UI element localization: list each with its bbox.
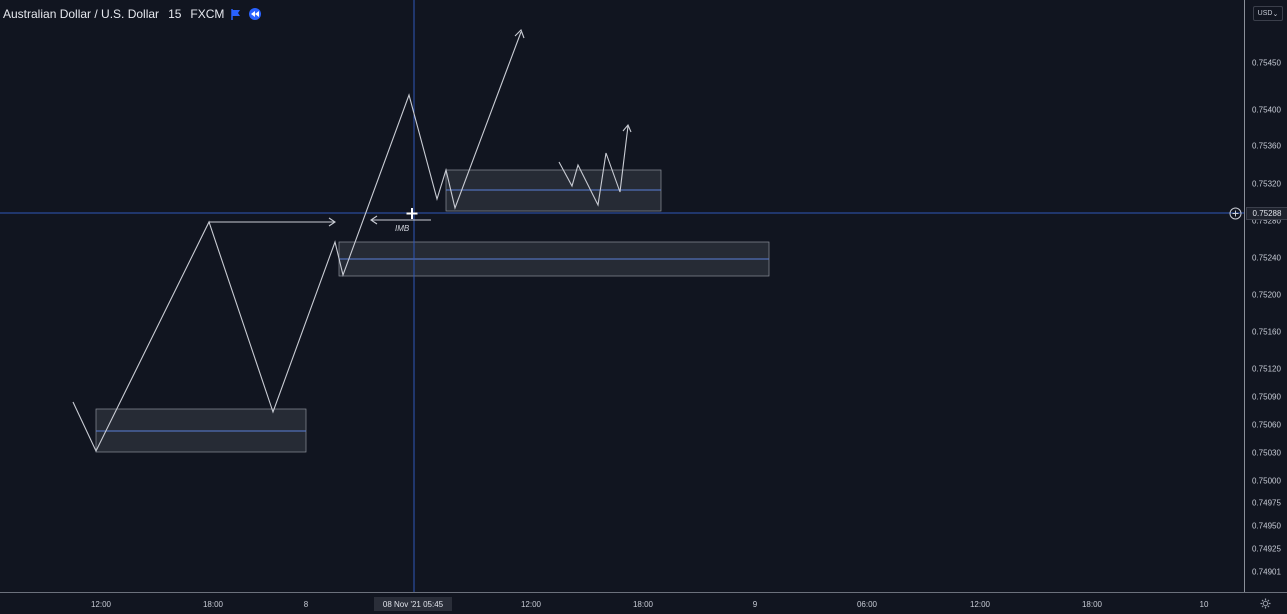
time-label: 9: [752, 600, 758, 609]
time-label: 12:00: [969, 600, 991, 609]
crosshair-time-tag: 08 Nov '21 05:45: [374, 597, 452, 611]
cursor-cross-icon: [406, 208, 418, 219]
price-label: 0.75160: [1252, 327, 1281, 337]
axis-corner[interactable]: [1244, 592, 1287, 614]
settings-icon[interactable]: [1260, 598, 1271, 609]
currency-label: USD: [1257, 10, 1273, 17]
time-label: 18:00: [1081, 600, 1103, 609]
zone-middle[interactable]: [338, 241, 770, 277]
time-label: 18:00: [632, 600, 654, 609]
flag-icon[interactable]: [231, 8, 241, 20]
price-label: 0.75000: [1252, 476, 1281, 486]
currency-dropdown[interactable]: USD ⌄: [1253, 6, 1283, 21]
arrow-up-right-icon: [622, 123, 632, 133]
rewind-icon[interactable]: [249, 8, 262, 20]
plus-circle-icon[interactable]: [1229, 207, 1242, 220]
price-label: 0.75450: [1252, 58, 1281, 68]
symbol-info-bar[interactable]: Australian Dollar / U.S. Dollar 15 FXCM: [3, 6, 262, 22]
imbalance-label: IMB: [395, 224, 410, 233]
arrow-up-main-icon: [514, 29, 525, 39]
time-label: 18:00: [202, 600, 224, 609]
price-path-right[interactable]: [558, 125, 629, 207]
symbol-timeframe[interactable]: 15: [168, 7, 182, 21]
chevron-down-icon: ⌄: [1272, 10, 1279, 18]
price-axis[interactable]: USD ⌄ 0.75450 0.75400 0.75360 0.75320 0.7…: [1244, 0, 1287, 592]
price-label: 0.74975: [1252, 498, 1281, 508]
price-label: 0.75090: [1252, 392, 1281, 402]
chart-pane[interactable]: IMB Australian Dollar / U.S. Dollar 15 F…: [0, 0, 1244, 592]
symbol-name[interactable]: Australian Dollar / U.S. Dollar: [3, 7, 160, 21]
price-label: 0.75030: [1252, 448, 1281, 458]
arrow-right-icon: [328, 217, 336, 227]
chart-drawing-canvas[interactable]: IMB: [0, 0, 1244, 592]
price-path-main[interactable]: [72, 31, 522, 453]
time-label: 8: [303, 600, 309, 609]
time-label: 10: [1199, 600, 1209, 609]
symbol-source: FXCM: [190, 7, 225, 21]
price-label: 0.75060: [1252, 420, 1281, 430]
zone-lower-left[interactable]: [95, 408, 307, 453]
price-label: 0.74901: [1252, 567, 1281, 577]
time-axis[interactable]: 12:00 18:00 8 12:00 18:00 9 06:00 12:00 …: [0, 592, 1244, 614]
arrow-left-icon: [370, 215, 378, 225]
price-label: 0.75360: [1252, 141, 1281, 151]
time-label: 12:00: [520, 600, 542, 609]
zone-upper-right[interactable]: [445, 169, 662, 212]
current-price-tag: 0.75288: [1246, 207, 1287, 220]
price-label: 0.75320: [1252, 179, 1281, 189]
price-label: 0.75280: [1252, 216, 1281, 226]
price-label: 0.75240: [1252, 253, 1281, 263]
price-label: 0.74950: [1252, 521, 1281, 531]
price-label: 0.75400: [1252, 105, 1281, 115]
price-label: 0.74925: [1252, 544, 1281, 554]
price-label: 0.75200: [1252, 290, 1281, 300]
time-label: 06:00: [856, 600, 878, 609]
price-label: 0.75120: [1252, 364, 1281, 374]
time-label: 12:00: [90, 600, 112, 609]
